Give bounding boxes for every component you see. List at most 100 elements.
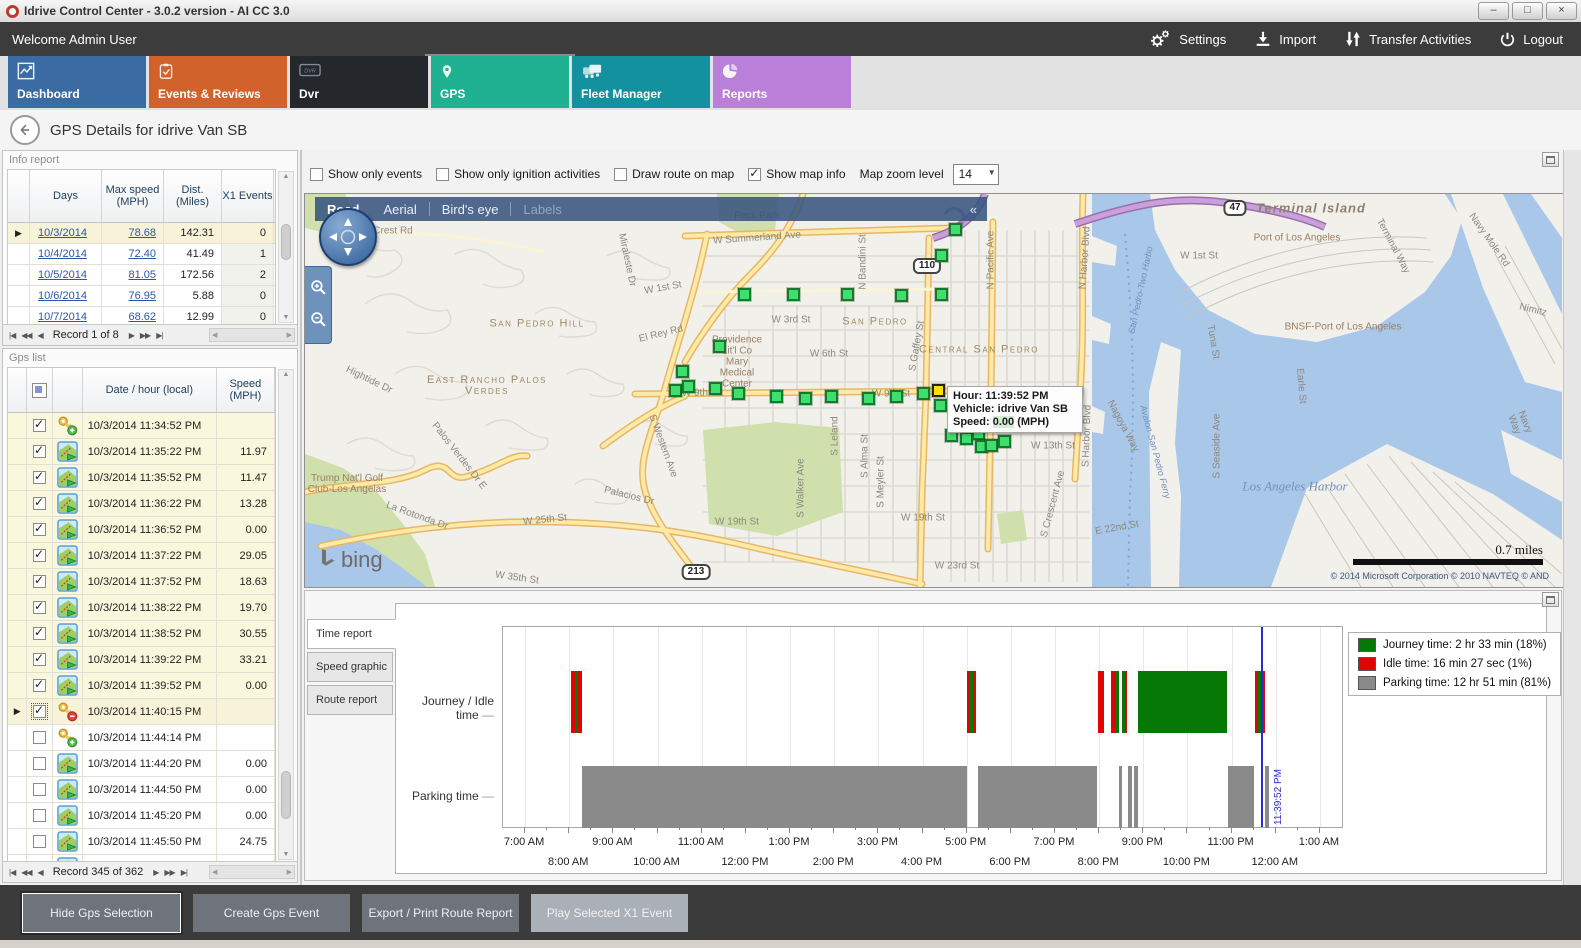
gps-marker[interactable] xyxy=(682,380,695,393)
gps-marker[interactable] xyxy=(895,289,908,302)
info-report-vscrollbar[interactable]: ▲ ▼ xyxy=(278,171,294,323)
gps-row[interactable]: ▶10/3/2014 11:40:15 PM xyxy=(8,699,275,725)
gps-row[interactable]: 10/3/2014 11:34:52 PM xyxy=(8,413,275,439)
gps-marker[interactable] xyxy=(890,390,903,403)
checkbox-icon[interactable] xyxy=(614,168,627,181)
column-header[interactable]: X1 Events xyxy=(222,170,274,222)
gps-row[interactable]: 10/3/2014 11:37:22 PM29.05 xyxy=(8,543,275,569)
minimize-button[interactable]: – xyxy=(1478,2,1509,20)
checkbox-cell[interactable] xyxy=(27,517,52,542)
info-report-table[interactable]: DaysMax speed (MPH)Dist. (Miles)X1 Event… xyxy=(7,169,276,325)
checkbox-cell[interactable] xyxy=(27,569,52,594)
gps-row-checkbox[interactable] xyxy=(33,679,46,692)
map-zoom-level-select[interactable]: 14▼ xyxy=(953,164,999,185)
day-cell[interactable]: 10/6/2014 xyxy=(30,286,102,306)
gps-marker-selected[interactable] xyxy=(932,384,945,397)
tab-gps[interactable]: GPS xyxy=(431,56,569,108)
gps-marker[interactable] xyxy=(934,399,947,412)
info-report-row[interactable]: 10/5/201481.05172.562 xyxy=(8,265,275,286)
info-pager-nav-button[interactable]: ▶ xyxy=(129,331,134,340)
checkbox-cell[interactable] xyxy=(27,413,52,438)
gps-row[interactable]: 10/3/2014 11:45:20 PM0.00 xyxy=(8,803,275,829)
checkbox-icon[interactable] xyxy=(436,168,449,181)
tab-events[interactable]: Events & Reviews xyxy=(149,56,287,108)
gps-row-checkbox[interactable] xyxy=(33,809,46,822)
checkbox-cell[interactable] xyxy=(27,725,52,750)
gps-row-checkbox[interactable] xyxy=(33,757,46,770)
day-cell[interactable]: 10/5/2014 xyxy=(30,265,102,285)
gps-marker[interactable] xyxy=(732,387,745,400)
info-pager-nav-button[interactable]: ◀ xyxy=(38,331,43,340)
select-all-header[interactable] xyxy=(27,368,52,412)
gps-row-checkbox[interactable] xyxy=(33,419,46,432)
gps-pager-nav-button[interactable]: ◀ xyxy=(38,868,43,877)
info-pager-nav-button[interactable]: |◀ xyxy=(9,331,15,340)
chart-tab-speed-graphic[interactable]: Speed graphic xyxy=(307,652,393,682)
max-speed-cell[interactable]: 72.40 xyxy=(102,244,164,264)
row-indicator-header[interactable] xyxy=(8,170,30,222)
gps-marker[interactable] xyxy=(998,435,1011,448)
tab-fleet[interactable]: Fleet Manager xyxy=(572,56,710,108)
select-all-checkbox[interactable] xyxy=(32,383,47,398)
info-report-row[interactable]: 10/6/201476.955.880 xyxy=(8,286,275,307)
checkbox-cell[interactable] xyxy=(27,543,52,568)
row-indicator[interactable]: ▶ xyxy=(8,223,30,243)
logout-button[interactable]: Logout xyxy=(1499,31,1563,48)
map-panel-collapse-button[interactable] xyxy=(1542,152,1559,167)
checkbox-cell[interactable] xyxy=(27,673,52,698)
map-style-birdseye[interactable]: Bird's eye xyxy=(430,202,511,217)
checkbox-cell[interactable] xyxy=(27,829,52,854)
create-gps-event-button[interactable]: Create Gps Event xyxy=(193,894,350,932)
checkbox-cell[interactable] xyxy=(27,699,52,724)
gps-row[interactable]: 10/3/2014 11:38:22 PM19.70 xyxy=(8,595,275,621)
gps-row[interactable]: 10/3/2014 11:39:52 PM0.00 xyxy=(8,673,275,699)
checkbox-icon[interactable] xyxy=(310,168,323,181)
gps-pager-nav-button[interactable]: |◀ xyxy=(9,868,15,877)
checkbox-cell[interactable] xyxy=(27,621,52,646)
gps-list-table[interactable]: Date / hour (local)Speed (MPH)10/3/2014 … xyxy=(7,367,276,862)
maximize-button[interactable]: □ xyxy=(1512,2,1543,20)
settings-button[interactable]: Settings xyxy=(1148,29,1226,49)
gps-row[interactable]: 10/3/2014 11:38:52 PM30.55 xyxy=(8,621,275,647)
export-print-route-report-button[interactable]: Export / Print Route Report xyxy=(362,894,519,932)
checkbox-icon[interactable] xyxy=(748,168,761,181)
gps-row-checkbox[interactable] xyxy=(33,627,46,640)
map-compass-control[interactable] xyxy=(319,208,377,266)
gps-row[interactable]: 10/3/2014 11:36:52 PM0.00 xyxy=(8,517,275,543)
checkbox-cell[interactable] xyxy=(27,751,52,776)
import-button[interactable]: Import xyxy=(1254,30,1316,48)
column-header[interactable]: Max speed (MPH) xyxy=(102,170,164,222)
gps-row[interactable]: 10/3/2014 11:35:22 PM11.97 xyxy=(8,439,275,465)
column-header[interactable]: Days xyxy=(30,170,102,222)
day-cell[interactable]: 10/4/2014 xyxy=(30,244,102,264)
gps-row[interactable]: 10/3/2014 11:39:22 PM33.21 xyxy=(8,647,275,673)
gps-row[interactable]: 10/3/2014 11:44:50 PM0.00 xyxy=(8,777,275,803)
checkbox-cell[interactable] xyxy=(27,465,52,490)
info-report-row[interactable]: 10/4/201472.4041.491 xyxy=(8,244,275,265)
gps-list-vscrollbar[interactable]: ▲ ▼ xyxy=(278,369,294,860)
gps-marker[interactable] xyxy=(770,390,783,403)
row-indicator[interactable] xyxy=(8,244,30,264)
gps-marker[interactable] xyxy=(713,340,726,353)
info-pager-nav-button[interactable]: ◀◀ xyxy=(21,331,31,340)
gps-marker[interactable] xyxy=(862,392,875,405)
gps-row-checkbox[interactable] xyxy=(33,549,46,562)
gps-marker[interactable] xyxy=(825,390,838,403)
day-cell[interactable]: 10/3/2014 xyxy=(30,223,102,243)
map-option-show-only-events[interactable]: Show only events xyxy=(310,167,422,181)
map-toolbar-collapse[interactable]: « xyxy=(970,202,987,217)
map-option-show-only-ignition-activities[interactable]: Show only ignition activities xyxy=(436,167,600,181)
checkbox-cell[interactable] xyxy=(27,803,52,828)
close-button[interactable]: × xyxy=(1546,2,1577,20)
gps-marker[interactable] xyxy=(709,382,722,395)
gps-row[interactable]: 10/3/2014 11:44:14 PM xyxy=(8,725,275,751)
map-option-draw-route-on-map[interactable]: Draw route on map xyxy=(614,167,734,181)
info-pager-nav-button[interactable]: ▶| xyxy=(156,331,162,340)
chart-panel-collapse-button[interactable] xyxy=(1542,592,1559,607)
checkbox-cell[interactable] xyxy=(27,439,52,464)
row-indicator[interactable] xyxy=(8,265,30,285)
gps-row[interactable]: 10/3/2014 11:37:52 PM18.63 xyxy=(8,569,275,595)
info-pager-nav-button[interactable]: ▶▶ xyxy=(140,331,150,340)
info-report-pager[interactable]: |◀◀◀◀Record 1 of 8▶▶▶▶|◀▶ xyxy=(3,324,297,345)
gps-row-checkbox[interactable] xyxy=(33,705,46,718)
